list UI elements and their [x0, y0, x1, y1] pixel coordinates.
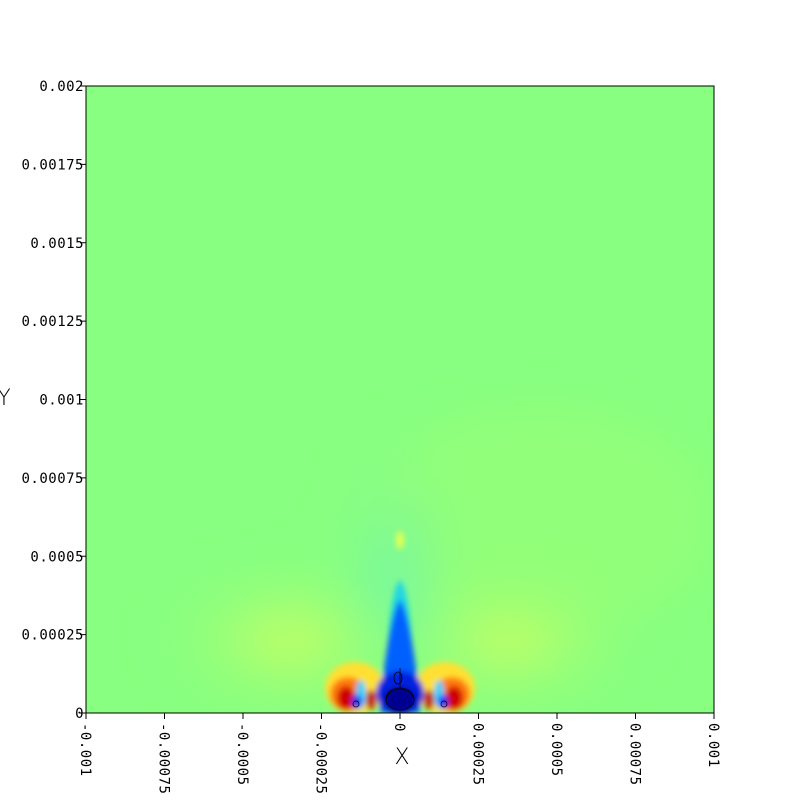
x-tick-label: -0.00025 — [313, 723, 329, 794]
feature-upper-yellow — [396, 531, 404, 549]
contour-inner — [393, 671, 403, 685]
x-tick-label: 0 — [391, 723, 407, 732]
contour-lines — [352, 668, 448, 711]
feature-red-inner-right — [424, 690, 434, 710]
x-axis-title: X — [394, 745, 409, 770]
field-light-arc — [370, 410, 710, 630]
feature-blue-lobe-right — [438, 695, 448, 709]
y-tick-label: 0.0005 — [30, 549, 84, 565]
contour-small-right — [440, 700, 448, 708]
y-tick-label: 0.00175 — [21, 157, 84, 173]
x-tick-label: -0.0005 — [234, 723, 250, 786]
x-tick-label: 0.001 — [705, 723, 721, 768]
contour-small-left — [352, 700, 360, 708]
feature-blue-lobe-left — [352, 695, 362, 709]
x-tick-label: 0.0005 — [548, 723, 564, 777]
feature-red-right — [445, 686, 463, 710]
y-tick-label: 0 — [75, 706, 84, 722]
plot-area — [86, 86, 714, 713]
axes: -0.001 -0.00075 -0.0005 -0.00025 0 0.00025 0.0… — [21, 79, 721, 794]
x-tick-label: 0.00025 — [470, 723, 486, 786]
x-tick-label: 0.00075 — [627, 723, 643, 786]
heatmap-features — [325, 531, 475, 713]
y-tick-label: 0.00125 — [21, 314, 84, 330]
feature-red-left — [337, 686, 355, 710]
y-tick-label: 0.001 — [39, 393, 84, 409]
y-tick-label: 0.00075 — [21, 471, 84, 487]
feature-core-dark — [384, 687, 416, 713]
y-tick-label: 0.002 — [39, 79, 84, 95]
feature-red-inner-left — [366, 690, 376, 710]
y-tick-label: 0.0015 — [30, 236, 84, 252]
y-tick-label: 0.00025 — [21, 628, 84, 644]
x-tick-label: -0.00075 — [156, 723, 172, 794]
y-axis-title: Y — [0, 386, 11, 411]
x-tick-label: -0.001 — [77, 723, 93, 777]
